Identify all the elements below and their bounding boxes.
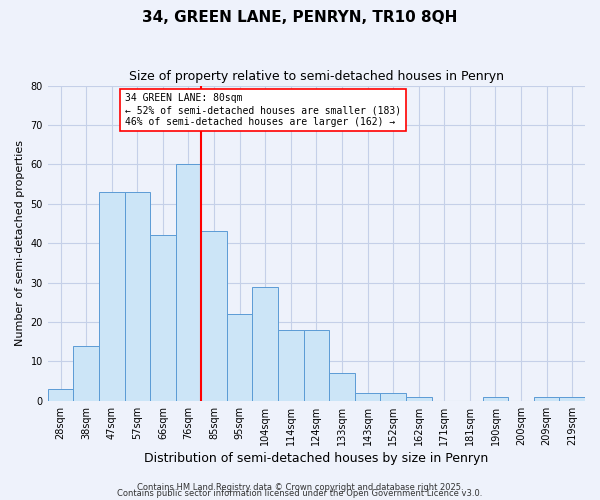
Title: Size of property relative to semi-detached houses in Penryn: Size of property relative to semi-detach…: [129, 70, 504, 83]
X-axis label: Distribution of semi-detached houses by size in Penryn: Distribution of semi-detached houses by …: [144, 452, 488, 465]
Bar: [482, 397, 508, 401]
Bar: [559, 397, 585, 401]
Y-axis label: Number of semi-detached properties: Number of semi-detached properties: [15, 140, 25, 346]
Bar: [355, 393, 380, 401]
Text: 34 GREEN LANE: 80sqm
← 52% of semi-detached houses are smaller (183)
46% of semi: 34 GREEN LANE: 80sqm ← 52% of semi-detac…: [125, 94, 401, 126]
Bar: [99, 192, 125, 401]
Text: 34, GREEN LANE, PENRYN, TR10 8QH: 34, GREEN LANE, PENRYN, TR10 8QH: [142, 10, 458, 25]
Bar: [253, 286, 278, 401]
Bar: [329, 373, 355, 401]
Bar: [150, 236, 176, 401]
Bar: [304, 330, 329, 401]
Bar: [48, 389, 73, 401]
Bar: [201, 232, 227, 401]
Bar: [176, 164, 201, 401]
Text: Contains public sector information licensed under the Open Government Licence v3: Contains public sector information licen…: [118, 490, 482, 498]
Bar: [73, 346, 99, 401]
Bar: [534, 397, 559, 401]
Bar: [380, 393, 406, 401]
Bar: [227, 314, 253, 401]
Bar: [278, 330, 304, 401]
Bar: [125, 192, 150, 401]
Bar: [406, 397, 431, 401]
Text: Contains HM Land Registry data © Crown copyright and database right 2025.: Contains HM Land Registry data © Crown c…: [137, 484, 463, 492]
